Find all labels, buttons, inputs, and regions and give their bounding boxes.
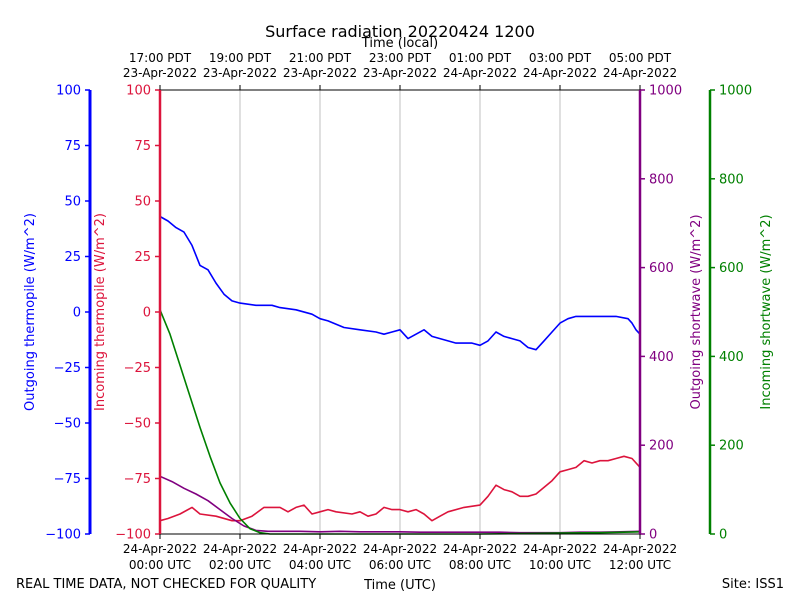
y-axes: −100 −75 −50 −25 0 25 50 75 100 Outgoing thermopi… xyxy=(23,84,774,543)
x-tick-label-top-date: 24-Apr-2022 xyxy=(523,66,597,80)
y-tick-label-outgoing-thermopile: −50 xyxy=(54,417,81,432)
y-axis-label-outgoing-thermopile: Outgoing thermopile (W/m^2) xyxy=(23,213,38,411)
y-tick-label-incoming-shortwave: 800 xyxy=(719,172,744,187)
x-tick-label-bottom-time: 02:00 UTC xyxy=(209,558,271,572)
x-axes: 24-Apr-2022 00:00 UTC 24-Apr-2022 02:00 UTC… xyxy=(123,51,677,572)
y-tick-label-incoming-thermopile: 0 xyxy=(143,306,151,321)
x-tick-label-top-date: 24-Apr-2022 xyxy=(603,66,677,80)
y-tick-label-outgoing-thermopile: −100 xyxy=(45,528,81,543)
x-tick-label-bottom-date: 24-Apr-2022 xyxy=(283,542,357,556)
y-tick-label-incoming-shortwave: 400 xyxy=(719,350,744,365)
x-tick-label-top-date: 23-Apr-2022 xyxy=(203,66,277,80)
y-tick-label-incoming-thermopile: 100 xyxy=(126,84,151,99)
x-tick-label-top-date: 23-Apr-2022 xyxy=(283,66,357,80)
x-tick-label-top-date: 24-Apr-2022 xyxy=(443,66,517,80)
y-tick-label-outgoing-thermopile: 50 xyxy=(64,195,81,210)
axis-outgoing-shortwave: 0 200 400 600 800 1000 Outgoing shortwave (W/m… xyxy=(638,84,704,543)
y-tick-label-outgoing-thermopile: 0 xyxy=(73,306,81,321)
x-tick-label-bottom-date: 24-Apr-2022 xyxy=(443,542,517,556)
series-line-incoming-thermopile xyxy=(159,455,641,522)
quality-disclaimer: REAL TIME DATA, NOT CHECKED FOR QUALITY xyxy=(16,577,316,592)
x-tick-label-top-time: 03:00 PDT xyxy=(529,51,592,65)
y-tick-label-incoming-thermopile: 75 xyxy=(134,139,151,154)
y-tick-label-incoming-shortwave: 200 xyxy=(719,439,744,454)
y-tick-label-incoming-thermopile: 50 xyxy=(134,195,151,210)
y-tick-label-incoming-thermopile: −75 xyxy=(124,472,151,487)
x-tick-label-bottom-time: 10:00 UTC xyxy=(529,558,591,572)
y-tick-label-outgoing-shortwave: 400 xyxy=(649,350,674,365)
series-line-outgoing-thermopile xyxy=(159,215,641,351)
y-tick-label-outgoing-shortwave: 800 xyxy=(649,172,674,187)
site-label: Site: ISS1 xyxy=(722,577,784,592)
x-tick-label-bottom-date: 24-Apr-2022 xyxy=(363,542,437,556)
x-tick-label-top-time: 19:00 PDT xyxy=(209,51,272,65)
y-axis-label-incoming-thermopile: Incoming thermopile (W/m^2) xyxy=(93,213,108,411)
y-tick-label-outgoing-shortwave: 0 xyxy=(649,528,657,543)
y-tick-label-outgoing-thermopile: 75 xyxy=(64,139,81,154)
y-tick-label-outgoing-thermopile: −25 xyxy=(54,361,81,376)
axis-incoming-thermopile: −100 −75 −50 −25 0 25 50 75 100 Incoming thermopi… xyxy=(93,84,162,543)
x-tick-label-bottom-time: 08:00 UTC xyxy=(449,558,511,572)
x-tick-label-top-time: 01:00 PDT xyxy=(449,51,512,65)
y-tick-label-outgoing-shortwave: 1000 xyxy=(649,84,682,99)
x-tick-label-bottom-date: 24-Apr-2022 xyxy=(603,542,677,556)
y-axis-label-incoming-shortwave: Incoming shortwave (W/m^2) xyxy=(759,214,774,409)
y-tick-label-outgoing-thermopile: 100 xyxy=(56,84,81,99)
y-tick-label-outgoing-thermopile: −75 xyxy=(54,472,81,487)
grid-lines xyxy=(239,90,561,534)
y-tick-label-incoming-thermopile: −50 xyxy=(124,417,151,432)
x-tick-label-bottom-time: 12:00 UTC xyxy=(609,558,671,572)
y-tick-label-incoming-thermopile: 25 xyxy=(134,250,151,265)
x-tick-label-top-date: 23-Apr-2022 xyxy=(363,66,437,80)
chart-title: Surface radiation 20220424 1200 xyxy=(265,22,535,41)
y-tick-label-incoming-shortwave: 1000 xyxy=(719,84,752,99)
y-axis-label-outgoing-shortwave: Outgoing shortwave (W/m^2) xyxy=(689,214,704,409)
x-tick-label-top-time: 23:00 PDT xyxy=(369,51,432,65)
x-tick-label-bottom-time: 06:00 UTC xyxy=(369,558,431,572)
x-tick-label-bottom-date: 24-Apr-2022 xyxy=(523,542,597,556)
x-axis-label: Time (UTC) xyxy=(363,578,436,593)
top-axis-label: Time (local) xyxy=(361,36,438,51)
x-tick-label-bottom-date: 24-Apr-2022 xyxy=(123,542,197,556)
axis-outgoing-thermopile: −100 −75 −50 −25 0 25 50 75 100 Outgoing thermopi… xyxy=(23,84,92,543)
y-tick-label-outgoing-shortwave: 200 xyxy=(649,439,674,454)
x-tick-label-bottom-date: 24-Apr-2022 xyxy=(203,542,277,556)
x-tick-label-bottom-time: 00:00 UTC xyxy=(129,558,191,572)
x-tick-label-top-date: 23-Apr-2022 xyxy=(123,66,197,80)
y-tick-label-incoming-shortwave: 600 xyxy=(719,261,744,276)
x-tick-label-top-time: 21:00 PDT xyxy=(289,51,352,65)
y-tick-label-outgoing-thermopile: 25 xyxy=(64,250,81,265)
y-tick-label-incoming-thermopile: −25 xyxy=(124,361,151,376)
axis-incoming-shortwave: 0 200 400 600 800 1000 Incoming shortwave (W/m… xyxy=(708,84,774,543)
x-tick-label-bottom-time: 04:00 UTC xyxy=(289,558,351,572)
y-tick-label-incoming-thermopile: −100 xyxy=(115,528,151,543)
x-tick-label-top-time: 05:00 PDT xyxy=(609,51,672,65)
x-tick-label-top-time: 17:00 PDT xyxy=(129,51,192,65)
y-tick-label-incoming-shortwave: 0 xyxy=(719,528,727,543)
y-tick-label-outgoing-shortwave: 600 xyxy=(649,261,674,276)
